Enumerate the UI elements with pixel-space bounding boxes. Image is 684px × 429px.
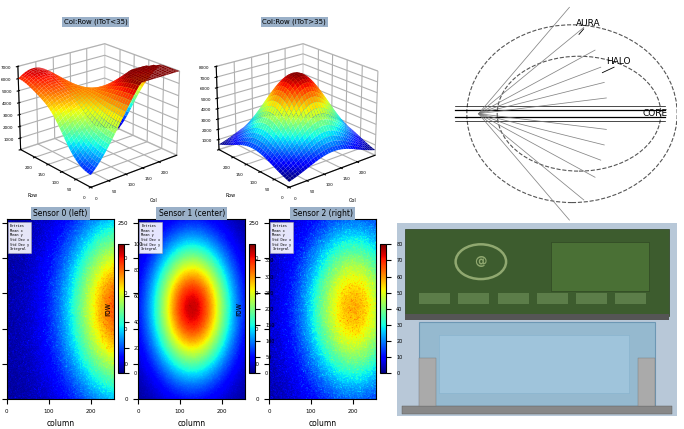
Bar (402, 405, 672, 414)
X-axis label: column: column (308, 419, 337, 428)
X-axis label: column: column (47, 419, 75, 428)
Y-axis label: Row: Row (226, 193, 236, 198)
Bar (405, 314, 669, 320)
Text: HALO: HALO (607, 57, 631, 66)
Bar (576, 293, 607, 304)
X-axis label: Col: Col (150, 198, 157, 203)
Bar (638, 358, 655, 407)
Y-axis label: row: row (234, 302, 244, 316)
Title: Sensor 1 (center): Sensor 1 (center) (159, 209, 225, 218)
Bar (419, 322, 655, 407)
Bar (616, 293, 646, 304)
Bar (438, 335, 629, 393)
X-axis label: Col: Col (348, 198, 356, 203)
Text: @: @ (475, 255, 487, 268)
Bar (405, 229, 669, 316)
Title: Sensor 2 (right): Sensor 2 (right) (293, 209, 353, 218)
Y-axis label: row: row (103, 302, 112, 316)
Text: AURA: AURA (576, 19, 601, 28)
Title: Col:Row (iToT<35): Col:Row (iToT<35) (64, 18, 128, 25)
Bar (458, 293, 489, 304)
Bar (537, 293, 568, 304)
Bar (419, 358, 436, 407)
Bar (498, 293, 529, 304)
Y-axis label: Row: Row (27, 193, 38, 198)
Bar (551, 242, 649, 291)
Text: Entries
Mean x
Mean y
Std Dev x
Std Dev y
Integral: Entries Mean x Mean y Std Dev x Std Dev … (272, 224, 291, 251)
Text: Entries
Mean x
Mean y
Std Dev x
Std Dev y
Integral: Entries Mean x Mean y Std Dev x Std Dev … (10, 224, 29, 251)
Text: CORE: CORE (642, 109, 667, 118)
Bar (419, 293, 450, 304)
Title: Sensor 0 (left): Sensor 0 (left) (34, 209, 88, 218)
Text: Entries
Mean x
Mean y
Std Dev x
Std Dev y
Integral: Entries Mean x Mean y Std Dev x Std Dev … (141, 224, 160, 251)
X-axis label: column: column (178, 419, 206, 428)
Title: Col:Row (iToT>35): Col:Row (iToT>35) (262, 18, 326, 25)
